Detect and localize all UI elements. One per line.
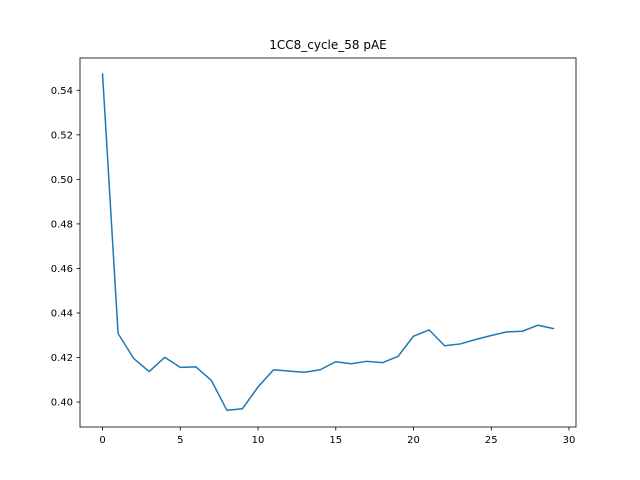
plot-area: [101, 73, 555, 412]
x-tick-label: 10: [252, 435, 265, 446]
plot-frame: [79, 57, 577, 428]
x-tick-label: 5: [177, 435, 183, 446]
y-tick-label: 0.40: [51, 398, 73, 409]
series-line-0: [101, 73, 555, 412]
y-tick-label: 0.46: [51, 264, 73, 275]
x-tick-label: 20: [407, 435, 420, 446]
axes: 0 5 10 15 20 25 30 0.40 0.42 0.44 0.46 0.48 0.50 0.52…: [51, 57, 577, 446]
y-tick-label: 0.54: [51, 86, 73, 97]
y-tick-label: 0.44: [51, 308, 73, 319]
y-tick-label: 0.50: [51, 175, 73, 186]
chart-title: 1CC8_cycle_58 pAE: [269, 38, 387, 52]
y-tick-label: 0.52: [51, 130, 73, 141]
x-tick-label: 30: [563, 435, 576, 446]
x-tick-label: 25: [485, 435, 498, 446]
x-tick-label: 15: [329, 435, 342, 446]
y-tick-label: 0.42: [51, 353, 73, 364]
x-tick-label: 0: [99, 435, 105, 446]
y-tick-label: 0.48: [51, 219, 73, 230]
